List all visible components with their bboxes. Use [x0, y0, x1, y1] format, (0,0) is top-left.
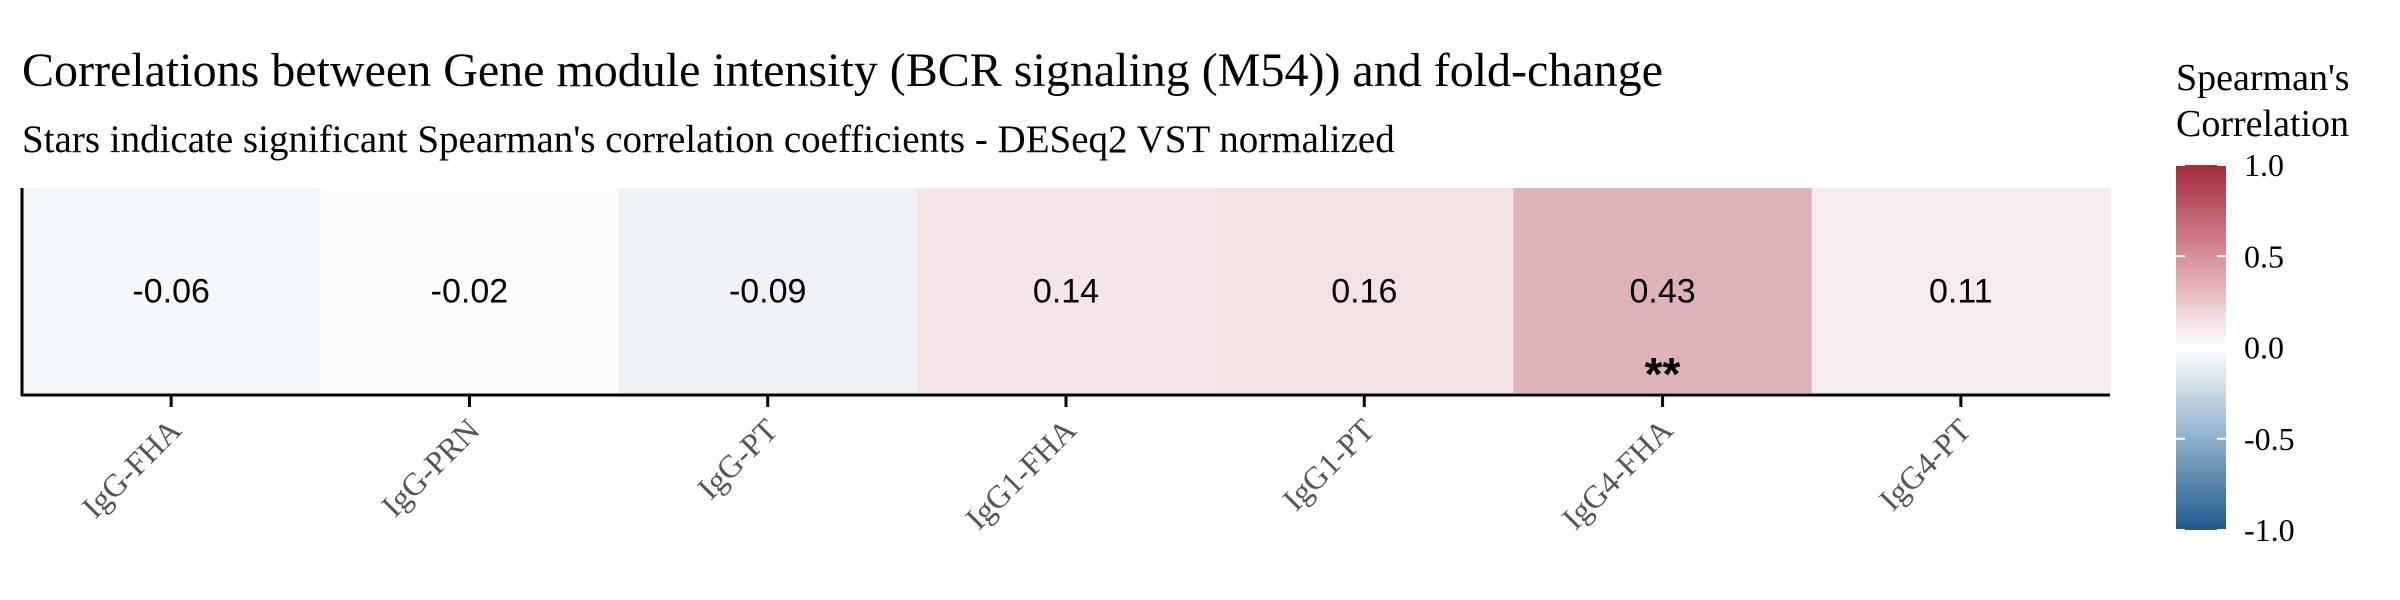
legend-tick-label: 1.0 [2244, 147, 2284, 183]
x-axis-tick-label: IgG1-FHA [958, 411, 1083, 536]
legend-title-line1: Spearman's [2176, 57, 2350, 99]
cell-value-label: -0.02 [431, 273, 509, 311]
x-axis-tick-labels: IgG-FHA IgG-PRN IgG-PT IgG1-FHA IgG1-PT IgG4-… [75, 411, 1978, 536]
x-axis-tick-label: IgG-FHA [75, 411, 188, 524]
legend: Spearman's Correlation 1.0 0.5 0.0 -0.5 -1.0 [2176, 57, 2350, 548]
legend-ticks: 1.0 0.5 0.0 -0.5 -1.0 [2176, 147, 2295, 548]
x-axis-tick-label: IgG4-PT [1872, 411, 1978, 517]
legend-tick-label: 0.0 [2244, 330, 2284, 366]
legend-tick-label: -0.5 [2244, 421, 2295, 457]
x-axis-tick-label: IgG1-PT [1275, 411, 1381, 517]
cell-value-label: 0.11 [1929, 273, 1993, 311]
heatmap-cell [1513, 188, 1813, 393]
heatmap-cell [22, 188, 321, 393]
heatmap-cell [618, 188, 918, 393]
cell-value-labels: -0.06 -0.02 -0.09 0.14 0.16 0.43 0.11 [132, 273, 1992, 311]
significance-labels: ** [1645, 348, 1681, 400]
legend-tick-label: 0.5 [2244, 238, 2284, 274]
x-axis-tick-label: IgG-PRN [374, 411, 486, 523]
cell-value-label: 0.14 [1033, 273, 1099, 311]
chart-title: Correlations between Gene module intensi… [22, 44, 1663, 97]
heatmap-cells [22, 188, 2111, 393]
heatmap-cell [320, 188, 620, 393]
heatmap-cell [916, 188, 1216, 393]
cell-value-label: 0.16 [1331, 273, 1397, 311]
cell-value-label: -0.09 [729, 273, 807, 311]
x-axis-ticks [169, 395, 1963, 407]
x-axis-tick-label: IgG-PT [690, 411, 785, 506]
significance-star: ** [1645, 348, 1681, 400]
heatmap-cell [1215, 188, 1514, 393]
chart-subtitle: Stars indicate significant Spearman's co… [22, 118, 1395, 161]
x-axis-tick-label: IgG4-FHA [1555, 411, 1680, 536]
legend-title-line2: Correlation [2176, 103, 2349, 145]
legend-tick-label: -1.0 [2244, 512, 2295, 548]
cell-value-label: -0.06 [132, 273, 210, 311]
heatmap-cell [1811, 188, 2111, 393]
cell-value-label: 0.43 [1629, 273, 1695, 311]
